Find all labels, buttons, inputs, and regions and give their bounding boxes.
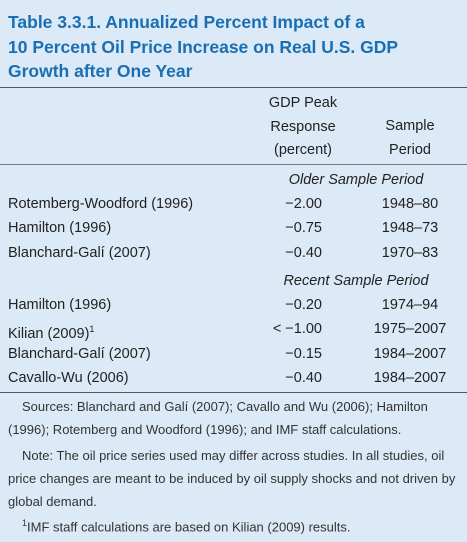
column-header: GDP Peak [268,95,338,111]
column-header: Sample [385,118,435,134]
row-name: Rotemberg-Woodford (1996) [8,194,193,214]
sample-period: 1948–80 [381,195,439,212]
column-header: (percent) [273,142,333,158]
response-value: < −1.00 [272,321,322,337]
footnote-text: IMF staff calculations are based on Kili… [27,519,351,535]
row-name: Hamilton (1996) [8,295,111,315]
top-rule [0,87,467,88]
row-name: Kilian (2009)1 [8,319,94,344]
study-name: Rotemberg-Woodford (1996) [8,195,194,212]
footnote-mark: 1 [89,324,95,334]
title-line: 10 Percent Oil Price Increase on Real U.… [8,37,399,57]
response-value: −0.40 [285,370,322,386]
row-name: Blanchard-Galí (2007) [8,344,151,364]
footnote-mark: 1 [22,518,28,528]
sources-note: Sources: Blanchard and Galí (2007); Cava… [8,399,428,437]
sample-period: 1975–2007 [373,321,447,337]
response-value: −2.00 [285,195,322,212]
column-header: Response [270,118,336,135]
column-header: Period [389,141,431,158]
study-name: Cavallo-Wu (2006) [8,370,129,386]
sample-period: 1984–2007 [373,370,447,386]
row-name: Blanchard-Galí (2007) [8,243,151,263]
study-name: Hamilton (1996) [8,220,112,236]
row-name: Hamilton (1996) [8,218,111,238]
footnote: 1IMF staff calculations are based on Kil… [8,512,458,538]
title-line: Growth after One Year [8,61,193,81]
study-name: Hamilton (1996) [8,296,112,313]
study-name: Kilian (2009) [8,325,90,342]
response-value: −0.40 [285,244,322,261]
bottom-rule [0,392,467,393]
section-title: Recent Sample Period [283,273,429,289]
sample-period: 1984–2007 [373,345,447,362]
section-title: Older Sample Period [288,172,424,188]
note: Note: The oil price series used may diff… [8,448,456,509]
response-value: −0.20 [285,296,322,313]
study-name: Blanchard-Galí (2007) [8,244,151,261]
response-value: −0.15 [285,345,322,362]
title-line: Table 3.3.1. Annualized Percent Impact o… [8,12,365,32]
sample-period: 1970–83 [381,244,439,261]
row-name: Cavallo-Wu (2006) [8,368,129,388]
study-name: Blanchard-Galí (2007) [8,345,151,362]
response-value: −0.75 [285,220,322,236]
header-rule [0,164,467,165]
sample-period: 1948–73 [381,220,439,236]
sample-period: 1974–94 [381,296,439,313]
